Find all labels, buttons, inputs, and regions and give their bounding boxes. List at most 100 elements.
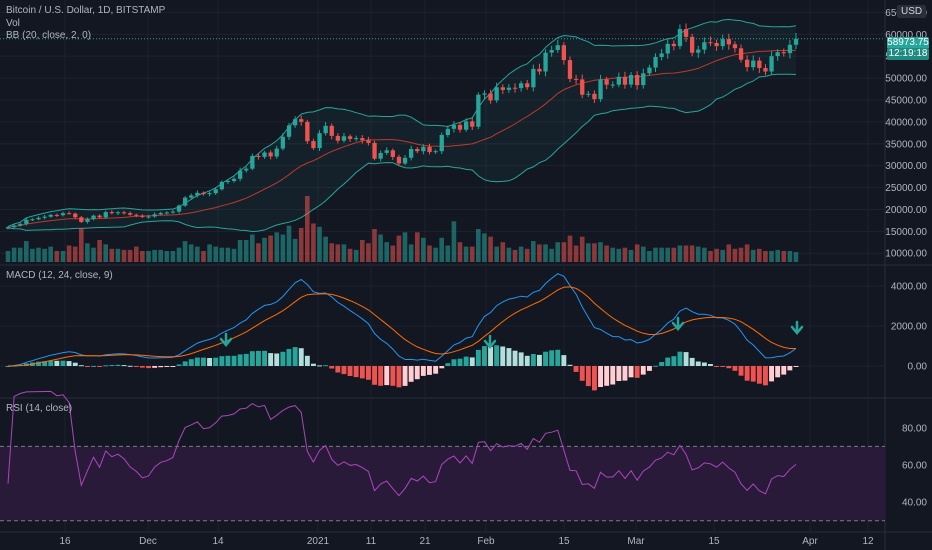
candle bbox=[494, 82, 499, 103]
candle-body bbox=[384, 150, 389, 153]
volume-bar bbox=[341, 244, 347, 262]
candle bbox=[134, 213, 139, 218]
candle-body bbox=[409, 149, 414, 158]
candle bbox=[18, 222, 23, 227]
rsi-band-fill bbox=[0, 446, 885, 521]
macd-pane[interactable] bbox=[5, 273, 804, 391]
candle bbox=[531, 64, 536, 92]
macd-histogram-bar bbox=[390, 366, 396, 386]
candle bbox=[500, 84, 505, 94]
candle bbox=[457, 122, 463, 133]
candle-body bbox=[580, 79, 585, 95]
volume-bar bbox=[176, 247, 182, 262]
volume-bar bbox=[622, 247, 628, 262]
x-tick-label: Apr bbox=[802, 536, 818, 547]
volume-bar bbox=[256, 243, 261, 262]
candle bbox=[445, 125, 450, 138]
macd-histogram-bar bbox=[378, 366, 384, 386]
price-tick-label: 45000.00 bbox=[885, 95, 927, 106]
candle-body bbox=[439, 135, 444, 152]
candle bbox=[415, 147, 420, 154]
volume-bar bbox=[121, 249, 127, 262]
macd-histogram-bar bbox=[133, 366, 139, 367]
candle-body bbox=[427, 146, 432, 153]
macd-histogram-bar bbox=[311, 363, 316, 366]
candle-body bbox=[48, 214, 53, 217]
candle bbox=[280, 133, 285, 151]
candle-body bbox=[470, 121, 475, 127]
macd-histogram-bar bbox=[787, 366, 793, 371]
volume-bar bbox=[188, 244, 194, 262]
candle bbox=[323, 122, 328, 136]
annotation-arrow bbox=[671, 316, 685, 331]
volume-bar bbox=[97, 240, 102, 262]
price-pane[interactable] bbox=[0, 18, 885, 263]
volume-bar bbox=[750, 249, 756, 262]
candle bbox=[482, 90, 487, 100]
volume-bar bbox=[689, 245, 695, 262]
macd-histogram-bar bbox=[420, 366, 426, 376]
macd-histogram-bar bbox=[139, 366, 145, 368]
candle bbox=[366, 136, 371, 146]
volume-bar bbox=[482, 233, 487, 262]
candle-body bbox=[616, 76, 621, 85]
x-tick-label: 2021 bbox=[307, 536, 330, 547]
volume-bar bbox=[579, 236, 585, 262]
rsi-pane[interactable] bbox=[0, 390, 885, 522]
macd-histogram-bar bbox=[170, 366, 176, 367]
volume-bar bbox=[573, 245, 579, 262]
candle-body bbox=[537, 68, 542, 72]
macd-histogram-bar bbox=[653, 365, 658, 367]
volume-bar bbox=[243, 240, 249, 262]
macd-histogram-bar bbox=[604, 366, 610, 386]
volume-bar bbox=[170, 251, 176, 262]
volume-bar bbox=[103, 244, 108, 262]
volume-bar bbox=[506, 247, 512, 262]
macd-histogram-bar bbox=[647, 366, 652, 371]
macd-histogram-bar bbox=[561, 355, 567, 366]
candle-body bbox=[775, 52, 780, 57]
macd-histogram-bar bbox=[146, 366, 151, 369]
macd-histogram-bar bbox=[439, 366, 445, 369]
candle bbox=[549, 45, 554, 57]
candle bbox=[341, 133, 347, 143]
currency-label[interactable]: USD bbox=[897, 5, 927, 18]
candle bbox=[54, 213, 59, 217]
macd-histogram-bar bbox=[744, 366, 750, 381]
candle-body bbox=[488, 93, 493, 101]
candle bbox=[702, 37, 707, 54]
macd-histogram-bar bbox=[5, 366, 11, 367]
candle bbox=[665, 38, 670, 59]
macd-histogram-bar bbox=[286, 349, 292, 366]
macd-histogram-bar bbox=[433, 366, 439, 374]
volume-bar bbox=[24, 241, 29, 262]
candle bbox=[121, 210, 127, 215]
volume-bar bbox=[384, 242, 389, 262]
candle-body bbox=[641, 73, 646, 86]
candle bbox=[329, 123, 334, 140]
candle bbox=[176, 204, 182, 214]
candle bbox=[616, 72, 621, 88]
macd-histogram-bar bbox=[463, 356, 469, 366]
volume-bar bbox=[763, 251, 768, 262]
volume-bar bbox=[604, 245, 609, 262]
legend-macd: MACD (12, 24, close, 9) bbox=[6, 270, 113, 281]
annotation-arrow bbox=[219, 332, 233, 347]
volume-bar bbox=[17, 247, 23, 262]
volume-bar bbox=[738, 247, 744, 262]
volume-bar bbox=[476, 229, 481, 262]
volume-bar bbox=[744, 244, 750, 262]
candle-body bbox=[201, 192, 206, 195]
macd-histogram-bar bbox=[347, 366, 353, 376]
candle-body bbox=[433, 151, 438, 153]
candle-body bbox=[793, 38, 799, 45]
candle-body bbox=[256, 156, 261, 157]
annotation-arrow bbox=[790, 320, 804, 335]
macd-histogram-bar bbox=[622, 366, 628, 381]
price-tick-label: 40000.00 bbox=[885, 117, 927, 128]
candle bbox=[231, 176, 237, 183]
volume-bar bbox=[598, 242, 603, 262]
volume-bar bbox=[775, 249, 780, 262]
candle-body bbox=[506, 87, 512, 90]
